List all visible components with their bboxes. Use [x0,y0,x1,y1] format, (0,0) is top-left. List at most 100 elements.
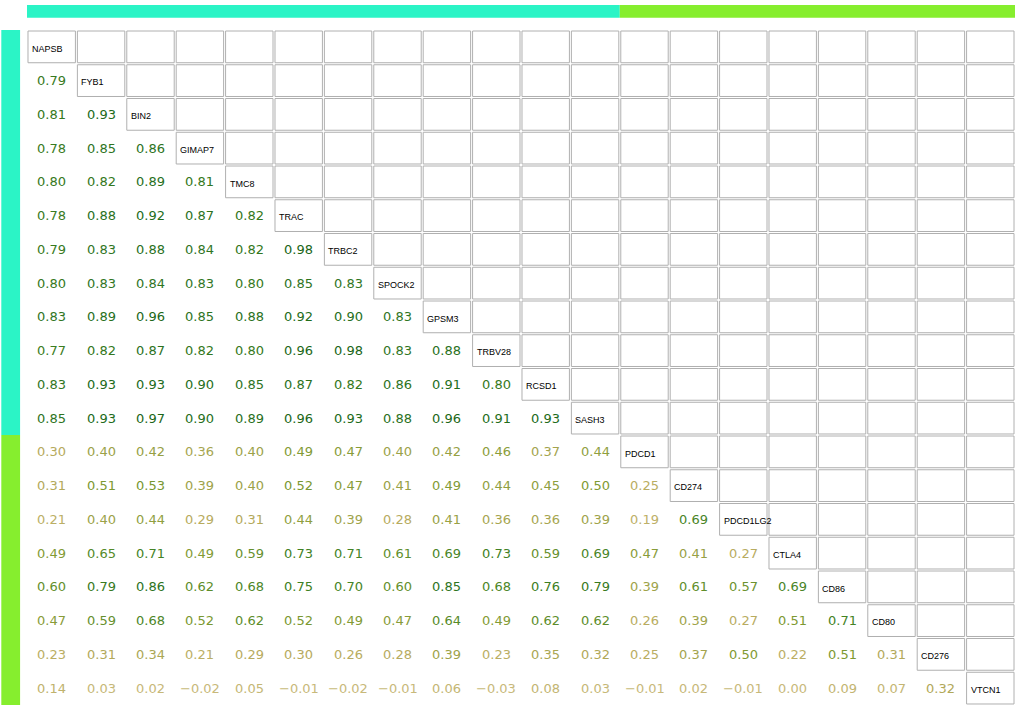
svg-text:0.09: 0.09 [828,681,857,696]
svg-text:0.86: 0.86 [136,579,165,594]
svg-text:0.27: 0.27 [729,546,758,561]
svg-text:0.41: 0.41 [383,478,412,493]
svg-text:0.83: 0.83 [37,377,66,392]
svg-text:0.00: 0.00 [778,681,807,696]
svg-text:0.23: 0.23 [37,647,66,662]
svg-text:0.89: 0.89 [87,309,116,324]
svg-text:0.79: 0.79 [87,579,116,594]
svg-text:0.82: 0.82 [334,377,363,392]
svg-text:0.34: 0.34 [136,647,165,662]
svg-text:0.52: 0.52 [185,613,214,628]
svg-text:0.30: 0.30 [284,647,313,662]
svg-text:0.51: 0.51 [828,647,857,662]
svg-text:SPOCK2: SPOCK2 [378,280,415,290]
svg-text:0.82: 0.82 [235,242,264,257]
svg-text:0.41: 0.41 [679,546,708,561]
svg-text:0.39: 0.39 [581,512,610,527]
svg-text:0.96: 0.96 [284,343,313,358]
svg-text:0.44: 0.44 [482,478,511,493]
svg-text:0.31: 0.31 [87,647,116,662]
svg-text:0.31: 0.31 [235,512,264,527]
svg-text:0.37: 0.37 [531,444,560,459]
svg-text:0.40: 0.40 [87,444,116,459]
svg-text:0.96: 0.96 [136,309,165,324]
svg-text:0.41: 0.41 [432,512,461,527]
svg-text:0.83: 0.83 [37,309,66,324]
svg-text:0.40: 0.40 [383,444,412,459]
svg-text:0.59: 0.59 [87,613,116,628]
svg-text:0.81: 0.81 [37,107,66,122]
svg-text:0.89: 0.89 [235,411,264,426]
svg-text:CD274: CD274 [674,482,702,492]
svg-text:0.71: 0.71 [334,546,363,561]
svg-text:0.40: 0.40 [235,478,264,493]
svg-text:VTCN1: VTCN1 [971,685,1001,695]
svg-text:0.80: 0.80 [37,276,66,291]
svg-text:0.77: 0.77 [37,343,66,358]
svg-text:0.30: 0.30 [37,444,66,459]
svg-text:TRBV28: TRBV28 [477,347,511,357]
svg-text:0.75: 0.75 [284,579,313,594]
svg-text:0.61: 0.61 [679,579,708,594]
svg-text:0.98: 0.98 [334,343,363,358]
svg-text:CD80: CD80 [872,617,895,627]
svg-text:0.61: 0.61 [383,546,412,561]
svg-text:0.79: 0.79 [37,73,66,88]
svg-text:0.07: 0.07 [877,681,906,696]
svg-text:0.42: 0.42 [136,444,165,459]
svg-text:0.45: 0.45 [531,478,560,493]
svg-text:0.80: 0.80 [235,343,264,358]
svg-text:0.59: 0.59 [531,546,560,561]
svg-text:0.62: 0.62 [531,613,560,628]
svg-text:0.40: 0.40 [87,512,116,527]
svg-text:−0.01: −0.01 [723,681,763,696]
svg-text:0.64: 0.64 [432,613,461,628]
svg-text:0.44: 0.44 [136,512,165,527]
svg-text:0.91: 0.91 [432,377,461,392]
svg-text:0.93: 0.93 [136,377,165,392]
svg-text:0.88: 0.88 [136,242,165,257]
svg-text:0.73: 0.73 [482,546,511,561]
svg-text:−0.02: −0.02 [328,681,368,696]
svg-text:0.85: 0.85 [235,377,264,392]
svg-text:0.50: 0.50 [729,647,758,662]
svg-text:0.29: 0.29 [185,512,214,527]
svg-text:0.85: 0.85 [185,309,214,324]
svg-text:0.83: 0.83 [383,343,412,358]
svg-text:0.83: 0.83 [185,276,214,291]
svg-text:0.87: 0.87 [136,343,165,358]
svg-text:0.52: 0.52 [284,613,313,628]
svg-text:0.91: 0.91 [482,411,511,426]
svg-text:0.26: 0.26 [334,647,363,662]
svg-text:0.59: 0.59 [235,546,264,561]
svg-text:0.65: 0.65 [87,546,116,561]
svg-text:0.29: 0.29 [235,647,264,662]
svg-text:0.28: 0.28 [383,647,412,662]
svg-text:0.42: 0.42 [432,444,461,459]
svg-text:TMC8: TMC8 [230,179,255,189]
svg-text:0.85: 0.85 [37,411,66,426]
svg-text:0.51: 0.51 [778,613,807,628]
svg-text:0.39: 0.39 [432,647,461,662]
svg-text:FYB1: FYB1 [81,77,104,87]
svg-text:0.82: 0.82 [87,343,116,358]
svg-text:−0.02: −0.02 [180,681,220,696]
svg-text:0.46: 0.46 [482,444,511,459]
svg-text:0.62: 0.62 [581,613,610,628]
svg-text:0.98: 0.98 [284,242,313,257]
svg-text:0.28: 0.28 [383,512,412,527]
svg-text:0.35: 0.35 [531,647,560,662]
svg-text:0.69: 0.69 [778,579,807,594]
svg-text:0.25: 0.25 [630,478,659,493]
svg-text:CTLA4: CTLA4 [773,550,801,560]
svg-text:0.85: 0.85 [432,579,461,594]
svg-text:0.32: 0.32 [581,647,610,662]
svg-text:0.47: 0.47 [37,613,66,628]
svg-text:0.49: 0.49 [482,613,511,628]
svg-text:0.39: 0.39 [185,478,214,493]
svg-text:0.96: 0.96 [432,411,461,426]
svg-text:0.83: 0.83 [87,242,116,257]
svg-text:0.71: 0.71 [136,546,165,561]
svg-text:0.87: 0.87 [185,208,214,223]
svg-text:0.78: 0.78 [37,141,66,156]
